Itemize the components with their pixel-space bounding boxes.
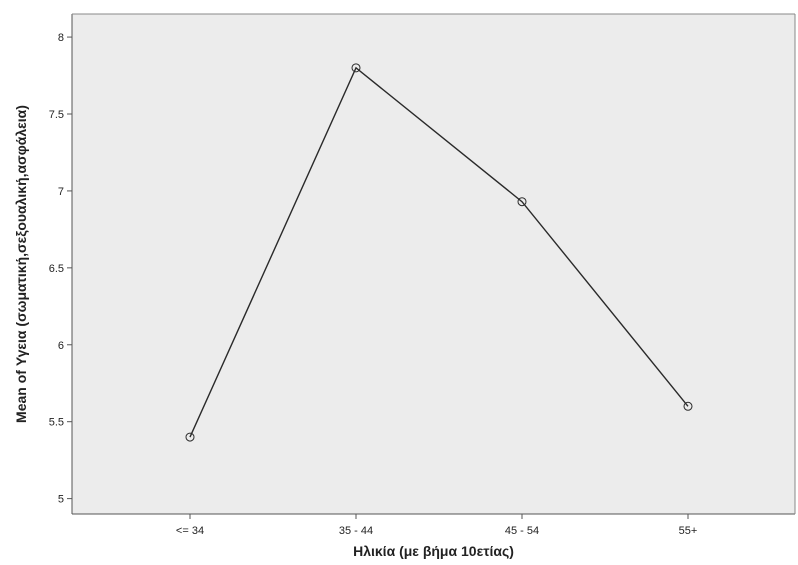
y-tick-label: 6 (58, 340, 64, 352)
y-tick-label: 8 (58, 32, 64, 44)
y-tick-label: 7.5 (49, 109, 64, 121)
x-tick-label: <= 34 (176, 525, 204, 537)
plot-area (72, 14, 795, 514)
x-axis-ticks: <= 34 35 - 44 45 - 54 55+ (176, 514, 697, 537)
y-axis-title: Mean of Υγεια (σωματική,σεξουαλική,ασφάλ… (13, 105, 29, 423)
data-point-marker (517, 197, 527, 207)
axes (71, 13, 796, 515)
series-group (185, 63, 693, 442)
x-axis-title: Ηλικία (με βήμα 10ετίας) (353, 543, 514, 559)
data-point-marker (351, 63, 361, 73)
series-line (189, 66, 689, 438)
y-tick-label: 5 (58, 494, 64, 506)
y-axis-ticks: 5 5.5 6 6.5 7 7.5 8 (49, 32, 72, 506)
x-tick-label: 45 - 54 (505, 525, 539, 537)
data-point-marker (185, 432, 195, 442)
data-point-marker (683, 401, 693, 411)
y-tick-label: 6.5 (49, 263, 64, 275)
y-tick-label: 7 (58, 186, 64, 198)
x-tick-label: 55+ (679, 525, 698, 537)
y-tick-label: 5.5 (49, 417, 64, 429)
x-tick-label: 35 - 44 (339, 525, 373, 537)
